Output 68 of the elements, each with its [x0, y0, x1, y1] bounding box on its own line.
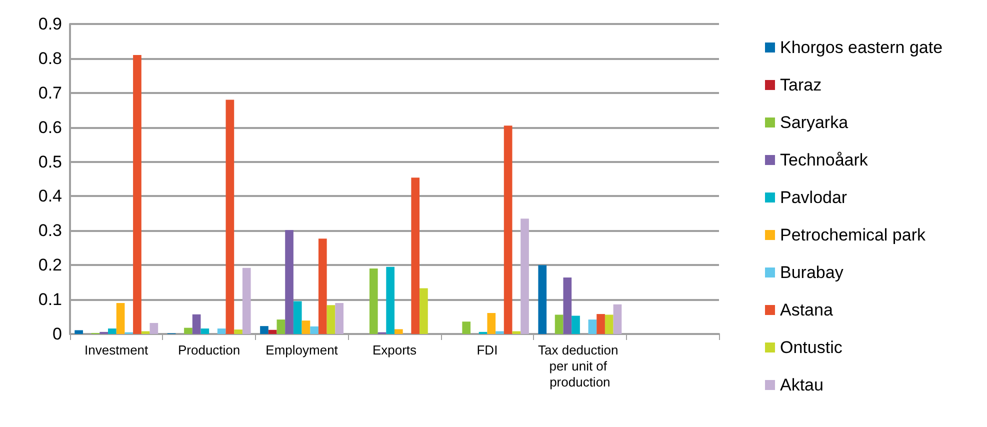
- bar: [318, 238, 327, 334]
- bar: [302, 320, 310, 334]
- x-tick-label: Exports: [372, 342, 418, 358]
- bar: [293, 301, 302, 334]
- bar: [141, 331, 150, 334]
- legend-label: Ontustic: [780, 338, 843, 357]
- legend-label: Astana: [780, 300, 834, 320]
- bar: [512, 331, 521, 334]
- bar: [184, 328, 192, 334]
- bar: [150, 322, 158, 334]
- bar: [369, 268, 378, 334]
- bar: [411, 178, 420, 334]
- bar: [217, 328, 226, 334]
- legend-label: Khorgos eastern gate: [780, 38, 943, 57]
- bar: [572, 316, 580, 334]
- bar: [394, 329, 403, 334]
- bar: [200, 328, 210, 334]
- bar: [462, 322, 471, 334]
- legend-label: Petrochemical park: [780, 226, 926, 244]
- bar: [335, 303, 344, 334]
- bar: [538, 265, 547, 334]
- y-tick-label: 0.3: [38, 221, 62, 240]
- legend-label: Burabay: [780, 263, 844, 282]
- bar: [234, 330, 242, 334]
- y-tick-label: 0.8: [38, 48, 62, 68]
- legend-label: Taraz: [780, 76, 822, 94]
- bar: [554, 314, 564, 334]
- legend-label: Saryarka: [780, 113, 849, 132]
- y-tick-label: 0.6: [38, 118, 62, 137]
- x-tick-label: Production: [178, 342, 240, 358]
- bar: [268, 330, 277, 334]
- bar: [420, 288, 428, 334]
- bar: [116, 303, 125, 334]
- legend-label: Aktau: [780, 376, 824, 394]
- y-tick-label: 0: [52, 324, 62, 344]
- bar: [74, 330, 83, 334]
- bar: [588, 320, 597, 334]
- y-tick-label: 0.9: [38, 14, 62, 34]
- x-tick-label: FDI: [476, 342, 498, 358]
- bar: [520, 218, 529, 334]
- bar: [108, 328, 116, 334]
- bar: [504, 126, 512, 334]
- bar: [310, 326, 318, 334]
- bar: [613, 304, 622, 334]
- bar: [604, 314, 614, 334]
- legend-label: Pavlodar: [780, 188, 848, 207]
- bar: [226, 100, 234, 334]
- y-tick-label: 0.1: [38, 290, 62, 310]
- x-tick-label: Tax deduction per unit of production: [538, 342, 622, 390]
- y-tick-label: 0.5: [38, 152, 62, 172]
- bar: [276, 320, 286, 334]
- bar: [133, 55, 142, 334]
- y-tick-label: 0.7: [38, 83, 62, 102]
- bar: [487, 312, 496, 334]
- legend-label: Technoåark: [780, 150, 868, 170]
- x-tick-label: Employment: [266, 342, 338, 358]
- bar: [563, 278, 572, 334]
- bar: [260, 326, 268, 334]
- bar: [242, 268, 251, 334]
- bar: [285, 230, 294, 334]
- bar: [386, 266, 394, 334]
- y-tick-label: 0.2: [38, 256, 62, 275]
- y-tick-label: 0.4: [38, 186, 62, 206]
- bar: [326, 305, 336, 334]
- x-tick-label: Investment: [84, 342, 149, 358]
- bar: [496, 331, 504, 334]
- bar: [596, 314, 605, 334]
- bar: [192, 314, 201, 334]
